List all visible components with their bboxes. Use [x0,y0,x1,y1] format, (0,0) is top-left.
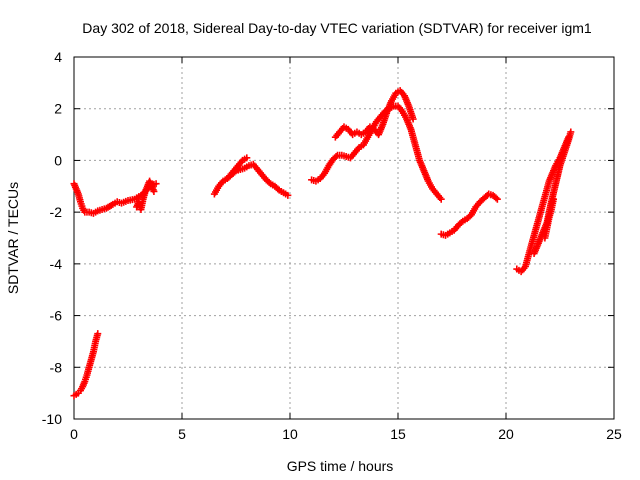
data-point-marker [152,180,160,188]
data-point [150,187,158,195]
data-point-marker [94,330,102,338]
y-axis-label: SDTVAR / TECUs [5,182,21,294]
data-point-marker [567,128,575,136]
data-point-interp [492,194,500,202]
data-point-marker [457,218,465,226]
x-tick-label: 20 [498,426,514,442]
data-point [94,330,102,338]
data-point [437,195,445,203]
data-point-interp [332,153,340,161]
data-point [550,195,558,203]
axes: 0 5 10 15 20 25 -10 -8 -6 -4 -2 0 2 4 [42,49,622,442]
data-point [243,154,251,162]
chart-title: Day 302 of 2018, Sidereal Day-to-day VTE… [82,20,592,36]
data-point [409,115,417,123]
y-tick-label: 0 [54,152,62,168]
data-point-interp [265,178,273,186]
data-point-marker [437,195,445,203]
plot-frame [73,56,615,420]
data-point-marker [284,191,292,199]
y-tick-label: -10 [42,411,62,427]
data-point-marker [550,195,558,203]
data-point-marker [243,154,251,162]
y-tick-label: -6 [50,308,63,324]
x-tick-label: 0 [70,426,78,442]
data-point-marker [332,153,340,161]
x-axis-label: GPS time / hours [287,458,394,474]
y-tick-label: 4 [54,49,62,65]
x-tick-label: 15 [390,426,406,442]
x-tick-label: 5 [178,426,186,442]
data-point-interp [457,218,465,226]
y-tick-label: 2 [54,101,62,117]
y-tick-label: -8 [50,359,63,375]
data-point-marker [150,187,158,195]
data-point [284,191,292,199]
data-point [493,195,501,203]
data-point-marker [492,194,500,202]
x-tick-label: 10 [282,426,298,442]
y-tick-label: -2 [50,204,63,220]
data-point-marker [409,115,417,123]
x-tick-label: 25 [606,426,622,442]
data-point [152,180,160,188]
data-point-marker [493,195,501,203]
grid [74,57,614,419]
data-point [567,128,575,136]
data-point-interp [274,185,282,193]
y-tick-label: -4 [50,256,63,272]
data-marks [70,87,575,400]
data-point-marker [265,178,273,186]
data-point-marker [274,185,282,193]
